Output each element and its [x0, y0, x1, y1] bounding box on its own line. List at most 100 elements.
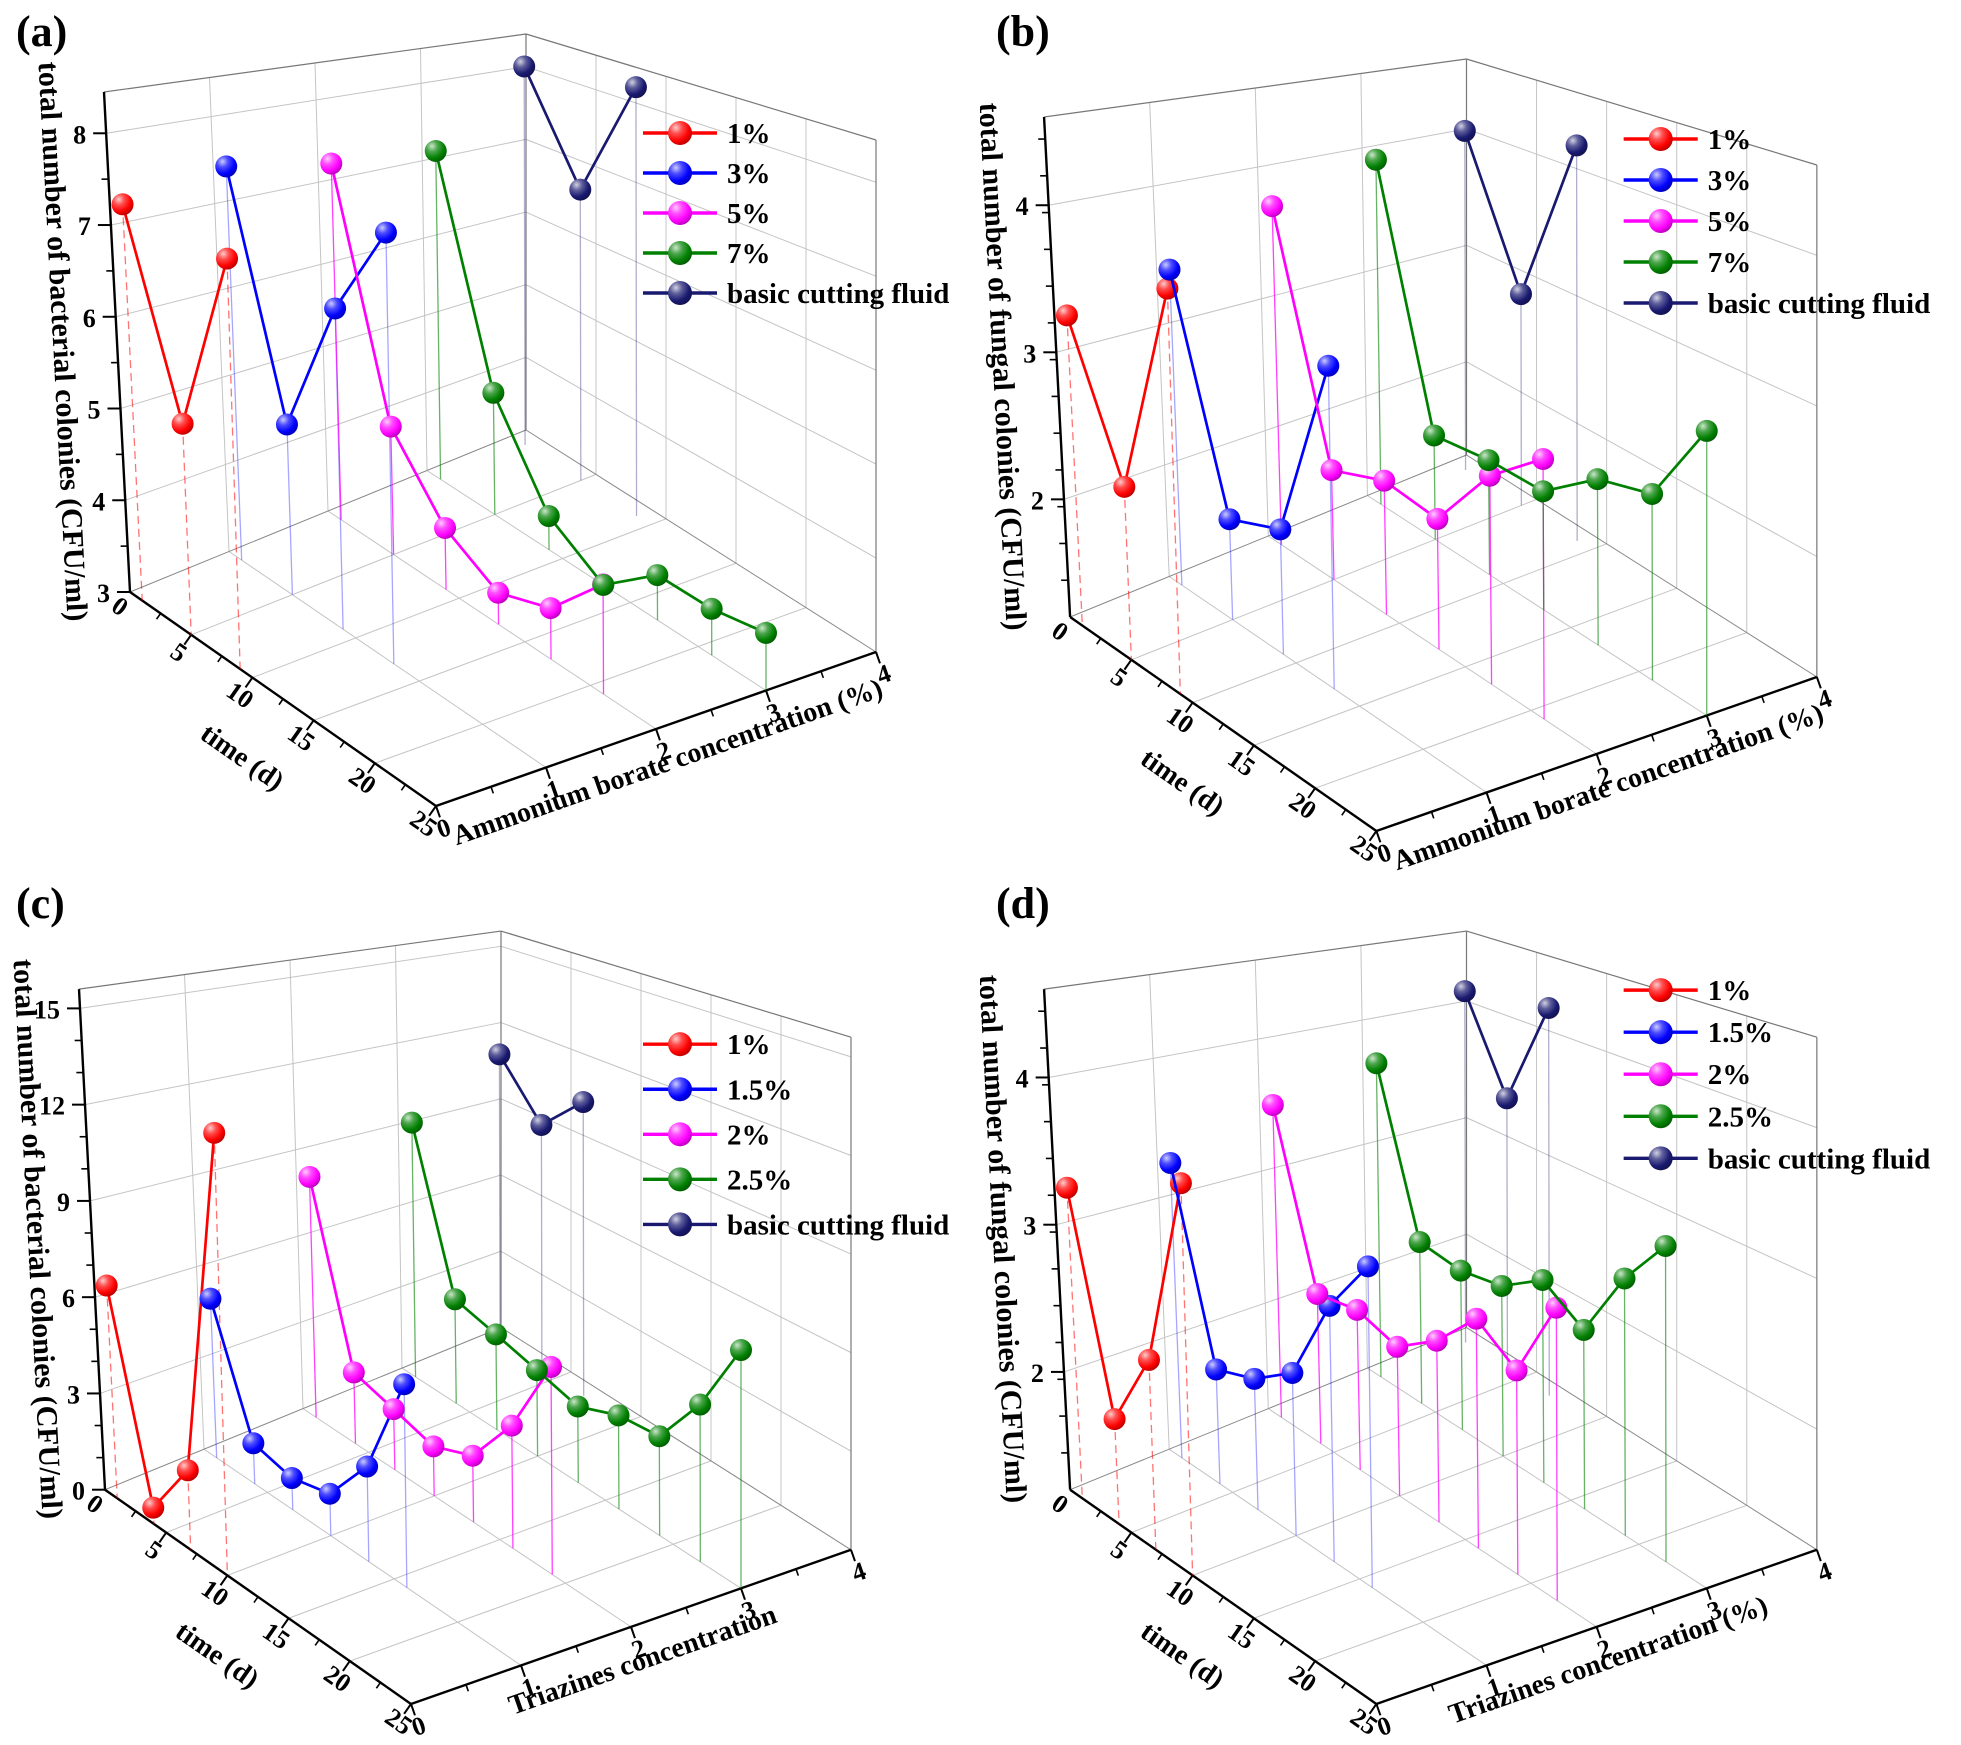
legend-marker — [1648, 250, 1673, 274]
time-tick — [367, 762, 376, 774]
conc-tick — [655, 728, 661, 741]
series-basic-cutting-fluid — [1453, 980, 1560, 1110]
ticks — [1035, 1010, 1822, 1716]
data-point — [379, 415, 402, 438]
data-point — [215, 155, 238, 178]
legend-marker — [1648, 168, 1673, 192]
dropline — [308, 1176, 317, 1418]
data-point — [530, 1113, 553, 1136]
dropline — [492, 392, 496, 515]
dropline — [1501, 1285, 1504, 1457]
time-tick — [1307, 787, 1316, 799]
legend-marker — [1648, 209, 1673, 233]
z-tick-label: 2 — [1031, 1359, 1044, 1388]
time-minor-tick — [130, 1510, 137, 1518]
time-minor-tick — [1157, 1553, 1163, 1561]
legend: 1% 1.5% 2% 2.5% basic cutting fluid — [1623, 975, 1930, 1175]
conc-tick — [1595, 1626, 1602, 1639]
legend-marker — [1648, 127, 1673, 151]
legend-item-3: 5% — [643, 198, 771, 230]
legend-label: 3% — [727, 158, 771, 190]
data-point — [1532, 480, 1555, 503]
legend-label: 1.5% — [1708, 1017, 1773, 1049]
z-tick-label: 15 — [34, 995, 60, 1024]
time-minor-tick — [1218, 1596, 1224, 1604]
dropline — [213, 1132, 229, 1576]
conc-tick-label: 4 — [848, 1556, 870, 1588]
conc-tick-label: 0 — [408, 1710, 430, 1742]
data-point — [537, 505, 560, 528]
data-point — [1453, 119, 1476, 142]
drop-lines — [1066, 991, 1667, 1601]
data-point — [1654, 1234, 1677, 1257]
dropline — [1375, 1063, 1382, 1377]
conc-minor-tick — [820, 670, 825, 679]
dropline — [209, 1298, 218, 1458]
time-minor-tick — [192, 1553, 198, 1561]
data-point — [1505, 1359, 1528, 1382]
data-point — [1572, 1318, 1595, 1341]
dropline — [390, 426, 395, 555]
time-minor-tick — [400, 784, 407, 791]
series-basic-cutting-fluid — [488, 1043, 595, 1136]
legend-item-1: 1% — [1623, 975, 1752, 1007]
legend-label: 1% — [1708, 975, 1752, 1007]
conc-axis-line — [410, 1548, 852, 1706]
conc-minor-tick — [795, 1568, 800, 1576]
conc-tick — [765, 690, 771, 703]
ticks — [1035, 138, 1822, 843]
dropline — [1506, 1098, 1509, 1370]
data-point — [1281, 1361, 1304, 1384]
time-tick-label: 15 — [282, 719, 320, 758]
data-point — [95, 1274, 118, 1297]
legend-label: 5% — [1708, 206, 1752, 238]
series-5- — [1261, 195, 1555, 530]
legend-item-2: 1.5% — [643, 1074, 792, 1106]
dropline — [495, 1334, 498, 1430]
legend-label: 1% — [727, 1029, 770, 1061]
dropline — [511, 1425, 514, 1549]
legend-item-1: 1% — [643, 118, 771, 150]
legend-item-2: 3% — [643, 158, 771, 190]
time-tick — [1246, 1617, 1255, 1629]
legend-marker — [668, 1167, 692, 1192]
data-point — [1532, 448, 1555, 470]
box-edges — [103, 33, 877, 653]
floor — [130, 430, 876, 806]
data-point — [1423, 424, 1446, 447]
conc-tick-label: 4 — [1814, 1556, 1836, 1588]
dropline — [366, 1466, 370, 1562]
time-tick-label: 15 — [1223, 1617, 1261, 1656]
conc-tick-label: 0 — [1373, 1710, 1395, 1742]
z-tick-label: 4 — [1016, 192, 1029, 221]
dropline — [1396, 1346, 1401, 1496]
data-point — [324, 297, 347, 320]
panel-letter-a: (a) — [16, 7, 68, 56]
time-minor-tick — [155, 612, 162, 620]
data-point — [525, 1359, 548, 1382]
z-tick-label: 9 — [57, 1188, 70, 1217]
data-point — [298, 1165, 321, 1188]
conc-tick — [1815, 676, 1822, 689]
time-tick — [244, 677, 254, 689]
z-tick-label: 5 — [87, 396, 100, 425]
legend: 1% 3% 5% 7% basic cutting fluid — [1623, 124, 1930, 320]
time-tick — [280, 1617, 290, 1629]
conc-minor-tick — [1761, 695, 1765, 704]
legend-label: 3% — [1708, 165, 1752, 197]
data-point — [1320, 459, 1343, 482]
legend-label: basic cutting fluid — [1708, 1143, 1930, 1175]
data-point — [1364, 148, 1387, 171]
dropline — [1475, 1318, 1480, 1549]
dropline — [523, 66, 526, 445]
dropline — [226, 258, 241, 670]
data-point — [700, 597, 723, 620]
time-tick-label: 20 — [344, 761, 382, 800]
dropline — [1113, 1419, 1120, 1525]
dropline — [1596, 479, 1599, 646]
time-tick — [1184, 702, 1194, 714]
floor — [105, 1327, 851, 1704]
time-minor-tick — [278, 698, 284, 706]
back-wall-left — [104, 34, 526, 592]
